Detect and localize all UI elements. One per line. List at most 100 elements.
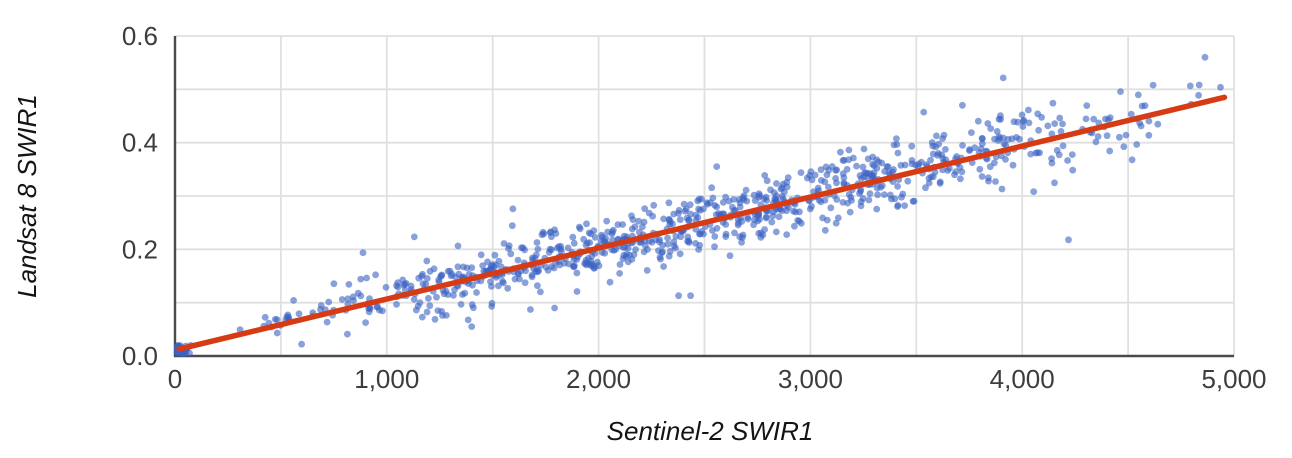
scatter-point bbox=[410, 233, 418, 241]
scatter-point bbox=[1128, 156, 1136, 164]
scatter-point bbox=[509, 205, 517, 213]
scatter-point bbox=[433, 293, 440, 301]
scatter-point bbox=[295, 310, 303, 318]
y-axis-title: Landsat 8 SWIR1 bbox=[12, 94, 42, 298]
scatter-point bbox=[878, 159, 886, 167]
scatter-point bbox=[821, 226, 829, 234]
scatter-point bbox=[459, 291, 466, 298]
scatter-point bbox=[657, 255, 664, 263]
scatter-point bbox=[827, 204, 835, 212]
scatter-point bbox=[261, 313, 269, 321]
scatter-point bbox=[349, 293, 357, 301]
scatter-point bbox=[410, 296, 418, 303]
scatter-point bbox=[687, 292, 694, 300]
scatter-point bbox=[522, 267, 529, 275]
scatter-point bbox=[936, 178, 944, 186]
scatter-point bbox=[1195, 91, 1202, 99]
axis-lines bbox=[173, 36, 1234, 358]
scatter-point bbox=[783, 231, 791, 239]
scatter-point bbox=[614, 221, 622, 229]
scatter-point bbox=[532, 268, 540, 275]
scatter-point bbox=[944, 167, 952, 174]
scatter-point bbox=[401, 280, 408, 288]
scatter-point bbox=[635, 217, 642, 225]
scatter-point bbox=[767, 186, 774, 194]
scatter-point bbox=[323, 318, 331, 326]
scatter-point bbox=[575, 223, 583, 231]
scatter-point bbox=[711, 243, 718, 251]
scatter-point bbox=[899, 190, 907, 198]
scatter-point bbox=[419, 270, 426, 278]
scatter-point bbox=[418, 313, 426, 321]
x-tick-label: 0 bbox=[168, 364, 182, 394]
scatter-point bbox=[1092, 138, 1100, 146]
scatter-point bbox=[1145, 131, 1153, 139]
scatter-point bbox=[636, 228, 643, 236]
scatter-point bbox=[508, 222, 516, 230]
scatter-point bbox=[1145, 117, 1153, 125]
scatter-point bbox=[528, 273, 536, 281]
scatter-point bbox=[1056, 114, 1064, 122]
scatter-point bbox=[598, 231, 605, 239]
scatter-point bbox=[1013, 134, 1020, 141]
scatter-point bbox=[521, 246, 528, 254]
scatter-point bbox=[901, 202, 908, 210]
scatter-point bbox=[507, 250, 515, 258]
scatter-point bbox=[772, 195, 780, 203]
scatter-point bbox=[416, 299, 424, 306]
scatter-point bbox=[887, 191, 894, 199]
scatter-point bbox=[616, 270, 623, 277]
scatter-point bbox=[734, 219, 742, 227]
scatter-point bbox=[719, 199, 727, 206]
scatter-point bbox=[564, 244, 572, 252]
scatter-point bbox=[670, 210, 678, 218]
scatter-point bbox=[479, 262, 487, 269]
scatter-point bbox=[796, 208, 803, 216]
x-tick-label: 2,000 bbox=[566, 364, 631, 394]
scatter-point bbox=[908, 157, 916, 164]
scatter-point bbox=[814, 184, 822, 192]
scatter-point bbox=[570, 239, 578, 247]
scatter-point bbox=[978, 173, 986, 180]
scatter-point bbox=[757, 234, 765, 241]
scatter-point bbox=[354, 289, 362, 297]
scatter-point bbox=[915, 160, 923, 168]
scatter-point bbox=[884, 163, 892, 171]
trendline-series bbox=[176, 94, 1228, 352]
y-tick-label: 0.4 bbox=[122, 128, 158, 158]
scatter-point bbox=[298, 340, 305, 348]
scatter-point bbox=[933, 132, 940, 140]
scatter-point bbox=[630, 251, 638, 258]
scatter-point bbox=[1049, 99, 1057, 107]
scatter-point bbox=[488, 303, 496, 310]
scatter-point bbox=[616, 261, 624, 268]
scatter-point bbox=[439, 312, 446, 319]
scatter-point bbox=[739, 231, 747, 239]
scatter-point bbox=[652, 236, 659, 244]
trendline bbox=[176, 94, 1228, 352]
scatter-point bbox=[571, 262, 578, 270]
scatter-point bbox=[821, 196, 829, 204]
scatter-point bbox=[273, 329, 281, 337]
scatter-point bbox=[423, 275, 431, 282]
scatter-point bbox=[859, 195, 867, 202]
scatter-point bbox=[1014, 118, 1022, 126]
scatter-point bbox=[817, 177, 825, 184]
scatter-point bbox=[685, 217, 692, 225]
scatter-point bbox=[290, 297, 297, 304]
scatter-point bbox=[994, 137, 1002, 144]
scatter-point bbox=[1149, 81, 1157, 89]
scatter-point bbox=[808, 203, 815, 210]
scatter-point bbox=[742, 186, 750, 194]
scatter-point bbox=[1051, 179, 1058, 187]
scatter-point bbox=[659, 241, 666, 249]
scatter-point bbox=[597, 237, 605, 245]
scatter-point bbox=[762, 213, 770, 221]
scatter-point bbox=[665, 199, 673, 207]
scatter-point bbox=[488, 283, 495, 290]
scatter-point bbox=[865, 196, 873, 204]
scatter-point bbox=[666, 247, 674, 255]
scatter-point bbox=[976, 165, 984, 173]
scatter-point bbox=[985, 177, 992, 185]
